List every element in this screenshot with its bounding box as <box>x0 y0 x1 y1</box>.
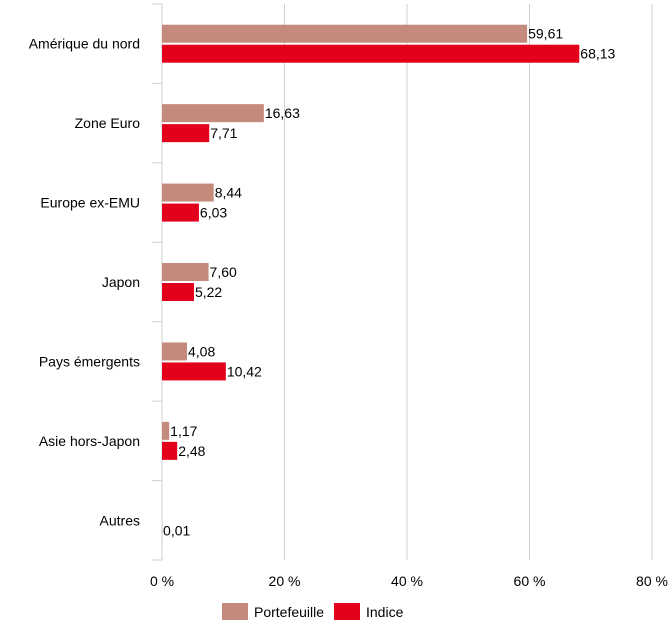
data-label: 0,01 <box>163 522 190 538</box>
data-label: 8,44 <box>215 185 242 201</box>
bar-portefeuille <box>162 184 214 202</box>
x-tick-label: 20 % <box>269 573 301 589</box>
bar-indice <box>162 124 209 142</box>
category-label: Autres <box>100 512 140 528</box>
category-label: Pays émergents <box>39 353 140 369</box>
bar-portefeuille <box>162 25 527 43</box>
category-label: Europe ex-EMU <box>40 195 140 211</box>
data-label: 1,17 <box>170 423 197 439</box>
bar-portefeuille <box>162 422 169 440</box>
x-tick-label: 60 % <box>514 573 546 589</box>
data-label: 4,08 <box>188 343 215 359</box>
x-tick-label: 40 % <box>391 573 423 589</box>
legend-label: Portefeuille <box>254 604 324 620</box>
bar-portefeuille <box>162 342 187 360</box>
bar-indice <box>162 283 194 301</box>
bar-indice <box>162 204 199 222</box>
data-label: 16,63 <box>265 105 300 121</box>
legend-swatch <box>222 603 248 620</box>
legend-label: Indice <box>366 604 404 620</box>
data-label: 5,22 <box>195 284 222 300</box>
category-label: Japon <box>102 274 140 290</box>
category-label: Zone Euro <box>75 115 141 131</box>
data-label: 59,61 <box>528 26 563 42</box>
bar-portefeuille <box>162 104 264 122</box>
data-label: 7,71 <box>210 125 237 141</box>
data-label: 68,13 <box>580 46 615 62</box>
legend-swatch <box>334 603 360 620</box>
data-label: 7,60 <box>210 264 237 280</box>
data-label: 6,03 <box>200 205 227 221</box>
x-tick-label: 80 % <box>636 573 668 589</box>
category-label: Asie hors-Japon <box>39 433 140 449</box>
bar-indice <box>162 362 226 380</box>
bar-indice <box>162 45 579 63</box>
category-label: Amérique du nord <box>29 36 140 52</box>
bar-portefeuille <box>162 263 209 281</box>
bar-indice <box>162 442 177 460</box>
data-label: 2,48 <box>178 443 205 459</box>
x-tick-label: 0 % <box>150 573 174 589</box>
data-label: 10,42 <box>227 363 262 379</box>
